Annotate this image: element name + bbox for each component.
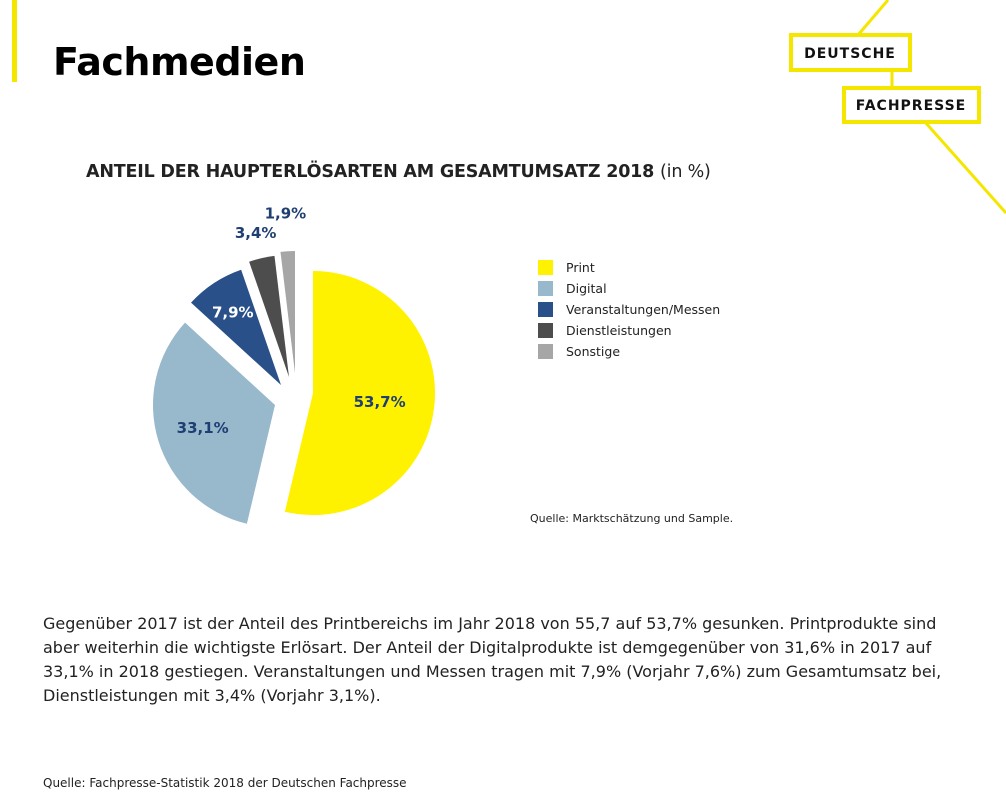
pie-label-sonstige: 1,9%	[265, 205, 307, 222]
legend-label-print: Print	[566, 260, 595, 275]
chart-title: ANTEIL DER HAUPTERLÖSARTEN AM GESAMTUMSA…	[86, 162, 711, 182]
logo-line2: FACHPRESSE	[856, 98, 967, 114]
legend-swatch-veranstaltungen	[538, 302, 553, 317]
chart-legend: Print Digital Veranstaltungen/Messen Dienst…	[538, 257, 720, 362]
legend-label-veranstaltungen: Veranstaltungen/Messen	[566, 302, 721, 317]
legend-item-print: Print	[538, 257, 720, 278]
legend-item-digital: Digital	[538, 278, 720, 299]
legend-item-dienstleistungen: Dienstleistungen	[538, 320, 720, 341]
legend-label-digital: Digital	[566, 281, 607, 296]
pie-chart: 53,7% 33,1% 7,9% 3,4% 1,9%	[152, 205, 436, 524]
pie-slice-print	[284, 271, 436, 515]
footer-source: Quelle: Fachpresse-Statistik 2018 der De…	[43, 776, 407, 790]
legend-swatch-dienstleistungen	[538, 323, 553, 338]
page-title: Fachmedien	[53, 40, 306, 84]
legend-swatch-digital	[538, 281, 553, 296]
chart-title-text: ANTEIL DER HAUPTERLÖSARTEN AM GESAMTUMSA…	[86, 162, 655, 182]
pie-slice-dienstleistungen	[249, 255, 289, 377]
pie-slice-digital	[152, 322, 275, 524]
pie-label-digital: 33,1%	[177, 419, 229, 437]
pie-label-veranstaltungen: 7,9%	[212, 304, 254, 322]
legend-swatch-print	[538, 260, 553, 275]
legend-label-dienstleistungen: Dienstleistungen	[566, 323, 672, 338]
legend-swatch-sonstige	[538, 344, 553, 359]
body-paragraph: Gegenüber 2017 ist der Anteil des Printb…	[43, 614, 942, 705]
pie-slice-sonstige	[280, 251, 295, 373]
legend-item-veranstaltungen: Veranstaltungen/Messen	[538, 299, 720, 320]
chart-title-unit: (in %)	[660, 162, 711, 182]
chart-source: Quelle: Marktschätzung und Sample.	[530, 512, 734, 525]
pie-label-print: 53,7%	[354, 393, 406, 411]
logo-line1: DEUTSCHE	[804, 46, 896, 62]
pie-slice-veranstaltungen	[191, 269, 281, 385]
accent-bar	[12, 0, 17, 82]
deutsche-fachpresse-logo: DEUTSCHE FACHPRESSE	[789, 0, 1006, 214]
legend-label-sonstige: Sonstige	[566, 344, 621, 359]
pie-label-dienstleistungen: 3,4%	[235, 224, 277, 242]
legend-item-sonstige: Sonstige	[538, 341, 720, 362]
